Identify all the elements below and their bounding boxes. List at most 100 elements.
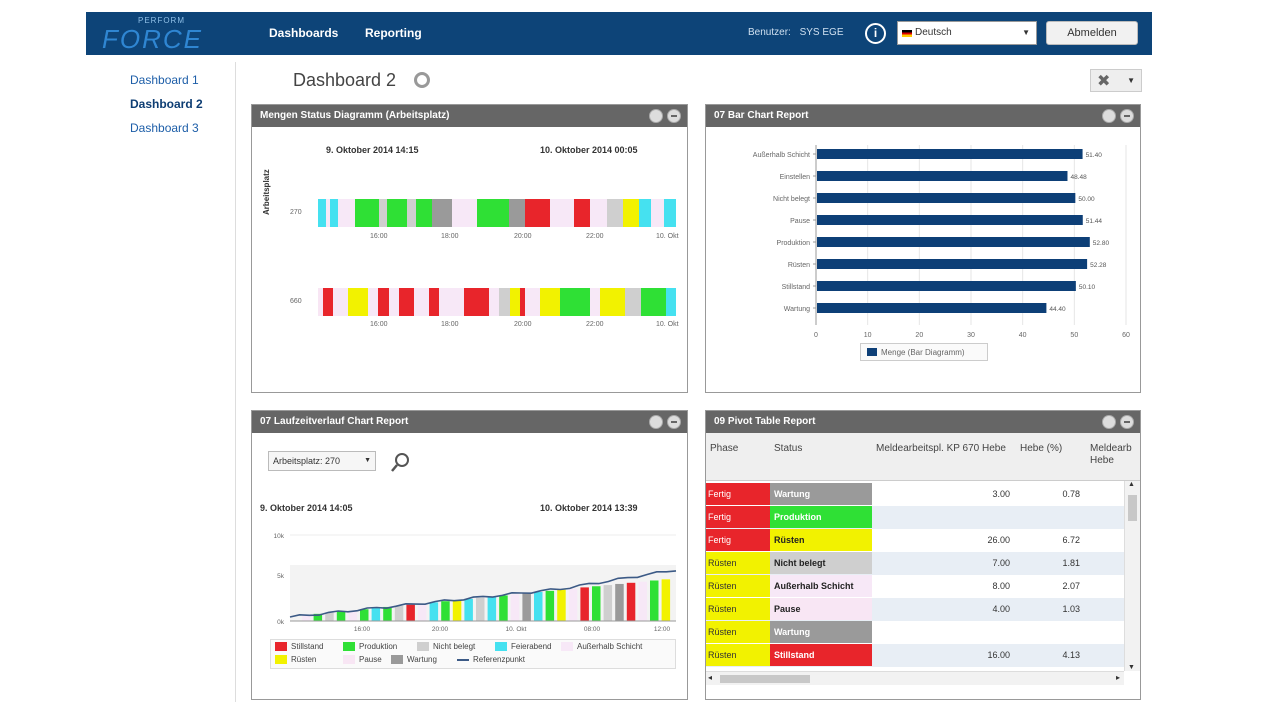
status-segment[interactable] [438,288,465,316]
status-segment[interactable] [625,288,641,316]
status-segment[interactable] [415,199,432,227]
status-segment[interactable] [651,199,664,227]
bar[interactable] [817,303,1047,313]
status-segment[interactable] [663,199,676,227]
table-row[interactable]: Fertig Rüsten 26.00 6.72 [706,529,1124,552]
status-segment[interactable] [509,199,526,227]
column-header[interactable]: Meldearb Hebe [1090,443,1132,466]
sidebar-item-dashboard-1[interactable]: Dashboard 1 [130,73,199,87]
minimize-icon[interactable] [1120,109,1134,123]
status-segment[interactable] [413,288,429,316]
legend-item[interactable]: Produktion [343,642,397,652]
settings-icon[interactable] [649,109,663,123]
info-icon[interactable]: i [865,23,886,44]
gear-icon[interactable] [414,72,430,88]
legend-item[interactable]: Nicht belegt [417,642,475,652]
status-segment[interactable] [640,288,666,316]
bar[interactable] [817,237,1090,247]
legend-item[interactable]: Referenzpunkt [457,655,525,664]
reference-line[interactable] [289,570,677,618]
status-segment[interactable] [318,199,327,227]
table-row[interactable]: Rüsten Pause 4.00 1.03 [706,598,1124,621]
table-row[interactable]: Fertig Produktion [706,506,1124,529]
status-segment[interactable] [574,199,591,227]
status-segment[interactable] [590,199,607,227]
status-segment[interactable] [452,199,477,227]
settings-icon[interactable] [1102,109,1116,123]
logout-button[interactable]: Abmelden [1046,21,1138,45]
status-segment[interactable] [378,288,389,316]
table-row[interactable]: Rüsten Nicht belegt 7.00 1.81 [706,552,1124,575]
scroll-up-icon[interactable]: ▲ [1128,481,1135,488]
minimize-icon[interactable] [1120,415,1134,429]
workstation-select[interactable]: Arbeitsplatz: 270 ▼ [268,451,376,471]
status-segment[interactable] [348,288,369,316]
minimize-icon[interactable] [667,109,681,123]
status-segment[interactable] [622,199,640,227]
status-segment[interactable] [323,288,334,316]
bar[interactable] [817,215,1083,225]
status-segment[interactable] [388,288,399,316]
nav-reporting[interactable]: Reporting [365,26,422,40]
status-segment[interactable] [428,288,439,316]
column-header[interactable]: Meldearbeitspl. KP 670 Hebe [876,443,1006,454]
column-header[interactable]: Hebe (%) [1020,443,1063,454]
table-row[interactable]: Fertig Wartung 3.00 0.78 [706,483,1124,506]
status-segment[interactable] [333,288,349,316]
bar[interactable] [817,171,1068,181]
nav-dashboards[interactable]: Dashboards [269,26,339,40]
bar[interactable] [817,259,1088,269]
status-segment[interactable] [665,288,676,316]
status-segment[interactable] [600,288,626,316]
status-segment[interactable] [606,199,623,227]
language-select[interactable]: Deutsch ▼ [897,21,1037,45]
sidebar-item-dashboard-3[interactable]: Dashboard 3 [130,121,199,135]
status-segment[interactable] [318,288,324,316]
table-row[interactable]: Rüsten Wartung [706,621,1124,644]
status-segment[interactable] [489,288,500,316]
scrollbar-thumb[interactable] [720,675,810,683]
column-header[interactable]: Phase [710,443,739,454]
status-segment[interactable] [398,288,414,316]
bar[interactable] [817,281,1076,291]
scroll-left-icon[interactable]: ◂ [708,673,713,682]
status-segment[interactable] [499,288,510,316]
status-segment[interactable] [590,288,601,316]
status-segment[interactable] [559,288,591,316]
status-segment[interactable] [387,199,408,227]
legend-item[interactable]: Rüsten [275,655,316,665]
status-segment[interactable] [464,288,490,316]
table-row[interactable]: Rüsten Außerhalb Schicht 8.00 2.07 [706,575,1124,598]
status-segment[interactable] [519,288,525,316]
status-segment[interactable] [368,288,379,316]
status-segment[interactable] [378,199,388,227]
scroll-right-icon[interactable]: ▸ [1115,673,1120,682]
bar[interactable] [817,193,1076,203]
legend-item[interactable]: Wartung [391,655,437,665]
status-segment[interactable] [549,199,575,227]
legend-item[interactable]: Feierabend [495,642,551,652]
legend-item[interactable]: Stillstand [275,642,323,652]
status-segment[interactable] [330,199,339,227]
status-segment[interactable] [509,288,520,316]
status-segment[interactable] [539,288,560,316]
minimize-icon[interactable] [667,415,681,429]
horizontal-scrollbar[interactable]: ◂ ▸ [706,671,1124,685]
status-segment[interactable] [431,199,453,227]
vertical-scrollbar[interactable]: ▲ ▼ [1124,481,1140,671]
column-header[interactable]: Status [774,443,803,454]
settings-icon[interactable] [649,415,663,429]
status-segment[interactable] [354,199,379,227]
status-segment[interactable] [639,199,652,227]
status-segment[interactable] [407,199,416,227]
sidebar-item-dashboard-2[interactable]: Dashboard 2 [130,97,203,111]
bar[interactable] [817,149,1083,159]
scrollbar-thumb[interactable] [1128,495,1137,521]
search-icon[interactable] [390,451,412,473]
status-segment[interactable] [524,288,540,316]
table-row[interactable]: Rüsten Stillstand 16.00 4.13 [706,644,1124,667]
scroll-down-icon[interactable]: ▼ [1128,664,1135,671]
tools-dropdown-button[interactable]: ✖ ▼ [1090,69,1142,92]
legend-item[interactable]: Außerhalb Schicht [561,642,642,652]
status-segment[interactable] [525,199,550,227]
